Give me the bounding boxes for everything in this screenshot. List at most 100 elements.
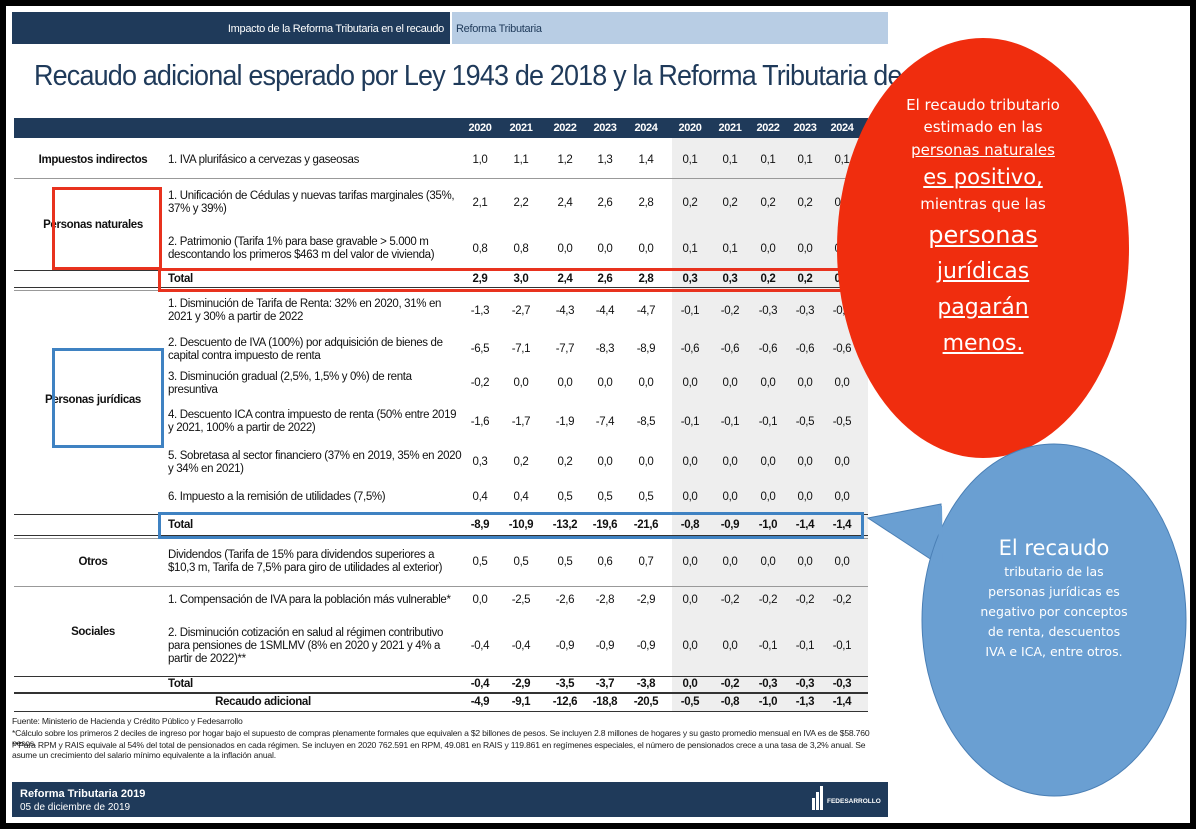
value: 1,3 [597,153,613,166]
value: -0,1 [832,639,852,652]
value: -0,3 [832,678,852,690]
total-label: Total [168,678,193,690]
header-row [14,118,868,138]
value: -0,3 [758,304,778,317]
blue-callout-text: El recaudo tributario de las personas ju… [922,534,1186,662]
year-header: 2021 [509,121,533,134]
value: 1,4 [638,153,654,166]
value: -0,9 [720,518,740,531]
value: -0,2 [832,593,852,606]
value: 2,6 [597,272,613,285]
callout-line: tributario de las [1004,564,1104,579]
row-label: 1. Unificación de Cédulas y nuevas tarif… [168,190,455,215]
value: 0,5 [557,555,573,568]
value: -0,3 [795,678,815,690]
row-label: 3. Disminución gradual (2,5%, 1,5% y 0%)… [168,370,412,396]
value: -0,2 [758,593,778,606]
value: 0,0 [760,456,776,468]
value: -0,4 [470,678,490,690]
value: 1,1 [513,153,529,166]
value: 2,8 [638,196,654,209]
section-tab: Reforma Tributaria [452,12,888,44]
value: 0,0 [834,555,850,568]
slide-title: Recaudo adicional esperado por Ley 1943 … [34,60,966,92]
value: -0,6 [795,343,815,355]
value: 0,5 [638,491,654,503]
callout-line: mientras que las [920,195,1046,213]
value: 0,2 [682,196,698,209]
value: -2,6 [555,593,575,606]
highlight-box [52,187,162,270]
footer-date: 05 de diciembre de 2019 [20,802,131,813]
value: 0,0 [597,242,613,255]
section-bar: Impacto de la Reforma Tributaria en el r… [12,12,450,44]
value: -0,5 [680,695,700,708]
value: -12,6 [552,695,578,708]
value: -0,8 [720,695,740,708]
value: -0,3 [758,678,778,690]
value: 2,4 [557,196,573,209]
value: 0,2 [760,196,776,209]
value: 0,5 [472,555,488,568]
value: 0,8 [472,242,488,255]
value: -0,5 [832,415,852,428]
value: -9,1 [511,695,531,708]
value: 0,8 [513,242,529,255]
value: -1,4 [832,518,852,531]
value: -1,0 [758,518,778,531]
rule [14,693,868,694]
group-label: Impuestos indirectos [38,153,148,166]
value: 0,0 [797,456,813,468]
value: 0,0 [722,491,738,503]
callout-line: El recaudo [998,536,1110,560]
value: 0,2 [557,456,573,468]
value: 0,0 [722,456,738,468]
footnote: *Cálculo sobre los primeros 2 deciles de… [12,728,870,748]
value: -0,6 [680,343,700,355]
value: -2,8 [595,593,615,606]
value: 0,2 [797,272,813,285]
value: 0,2 [722,196,738,209]
value: 0,0 [760,555,776,568]
total-label: Total [168,518,193,531]
value: 0,0 [722,555,738,568]
callout-line: menos. [942,331,1024,356]
value: 0,1 [722,153,738,166]
value: -13,2 [552,518,578,531]
callout-line: estimado en las [923,118,1043,136]
value: -19,6 [592,518,618,531]
value: 0,0 [760,377,776,389]
row-label: 2. Disminución cotización en salud al ré… [168,626,444,665]
value: -1,4 [795,518,815,531]
value: -1,4 [832,695,852,708]
value: 0,1 [797,153,813,166]
value: -0,1 [795,639,815,652]
row-label: 6. Impuesto a la remisión de utilidades … [168,491,386,503]
value: -0,1 [720,415,740,428]
callout-line: El recaudo tributario [906,96,1060,114]
value: 0,4 [472,491,488,503]
group-label: Sociales [71,626,115,638]
callout-line: personas naturales [911,141,1055,159]
red-callout-text: El recaudo tributario estimado en las pe… [856,94,1110,362]
value: 0,4 [513,491,529,503]
value: -0,6 [720,343,740,355]
value: -0,2 [470,377,490,389]
value: -4,4 [595,304,615,317]
value: -0,2 [795,593,815,606]
value: -7,1 [511,343,531,355]
value: -0,6 [832,343,852,355]
value: -0,2 [720,593,740,606]
group-label: Personas jurídicas [45,394,141,406]
value: -2,9 [511,678,531,690]
value: -7,7 [555,343,575,355]
value: 0,0 [722,377,738,389]
pointer-join [938,505,943,565]
logo-icon [812,786,823,810]
value: 0,0 [682,639,698,652]
shaded-columns [672,138,868,712]
value: -8,9 [636,343,656,355]
value: -18,8 [592,695,618,708]
value: -2,7 [511,304,531,317]
